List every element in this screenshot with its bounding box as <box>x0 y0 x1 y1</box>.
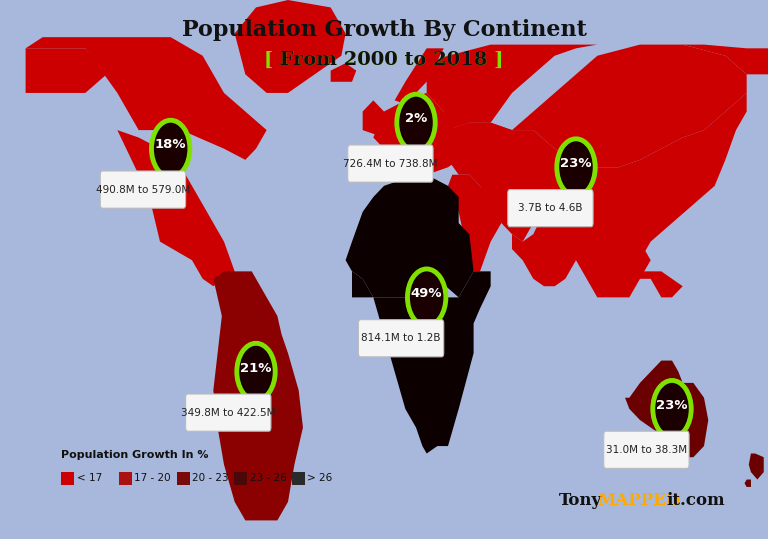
Polygon shape <box>408 269 446 326</box>
Polygon shape <box>557 139 595 196</box>
Text: > 26: > 26 <box>307 473 333 483</box>
Text: 31.0M to 38.3M: 31.0M to 38.3M <box>606 445 687 455</box>
Polygon shape <box>427 45 768 130</box>
FancyBboxPatch shape <box>186 394 271 431</box>
Polygon shape <box>346 175 474 298</box>
Polygon shape <box>448 45 746 167</box>
Text: From 2000 to 2018: From 2000 to 2018 <box>273 51 495 69</box>
Polygon shape <box>397 94 435 151</box>
Text: 21%: 21% <box>240 362 272 375</box>
Text: [ From 2000 to 2018 ]: [ From 2000 to 2018 ] <box>264 51 504 69</box>
Polygon shape <box>214 271 303 521</box>
Polygon shape <box>661 160 683 190</box>
Text: 814.1M to 1.2B: 814.1M to 1.2B <box>361 333 441 343</box>
Polygon shape <box>235 0 346 93</box>
Text: < 17: < 17 <box>77 473 102 483</box>
Polygon shape <box>640 271 683 298</box>
FancyBboxPatch shape <box>101 171 186 208</box>
Polygon shape <box>448 175 502 271</box>
Polygon shape <box>346 260 491 453</box>
Text: 23%: 23% <box>656 399 688 412</box>
Text: 23%: 23% <box>560 157 592 170</box>
FancyBboxPatch shape <box>359 320 444 357</box>
Polygon shape <box>362 100 384 137</box>
Polygon shape <box>512 212 581 286</box>
Polygon shape <box>653 381 691 437</box>
FancyBboxPatch shape <box>604 431 689 468</box>
Text: MAPPED: MAPPED <box>598 492 681 509</box>
Text: Tony: Tony <box>559 492 602 509</box>
FancyBboxPatch shape <box>348 145 433 182</box>
Text: Population Growth In %: Population Growth In % <box>61 451 209 460</box>
Polygon shape <box>25 49 107 93</box>
Polygon shape <box>749 453 763 480</box>
Text: it.com: it.com <box>667 492 725 509</box>
Polygon shape <box>237 343 275 400</box>
Text: 3.7B to 4.6B: 3.7B to 4.6B <box>518 203 583 213</box>
Polygon shape <box>331 63 356 82</box>
Text: 726.4M to 738.8M: 726.4M to 738.8M <box>343 158 438 169</box>
Text: 20 - 23: 20 - 23 <box>192 473 229 483</box>
Text: Population Growth By Continent: Population Growth By Continent <box>181 19 587 41</box>
Polygon shape <box>118 130 235 286</box>
Polygon shape <box>744 480 751 487</box>
Polygon shape <box>373 93 458 178</box>
Text: 23 - 26: 23 - 26 <box>250 473 286 483</box>
Polygon shape <box>395 49 444 104</box>
Polygon shape <box>151 120 190 177</box>
Text: 490.8M to 579.0M: 490.8M to 579.0M <box>96 184 190 195</box>
Text: 18%: 18% <box>155 139 187 151</box>
Text: 49%: 49% <box>411 287 442 300</box>
Text: 17 - 20: 17 - 20 <box>134 473 171 483</box>
Text: 2%: 2% <box>405 113 427 126</box>
Text: 349.8M to 422.5M: 349.8M to 422.5M <box>181 407 276 418</box>
Polygon shape <box>587 223 650 298</box>
Polygon shape <box>25 37 266 160</box>
Polygon shape <box>437 93 746 298</box>
FancyBboxPatch shape <box>508 190 593 227</box>
Polygon shape <box>625 361 708 457</box>
